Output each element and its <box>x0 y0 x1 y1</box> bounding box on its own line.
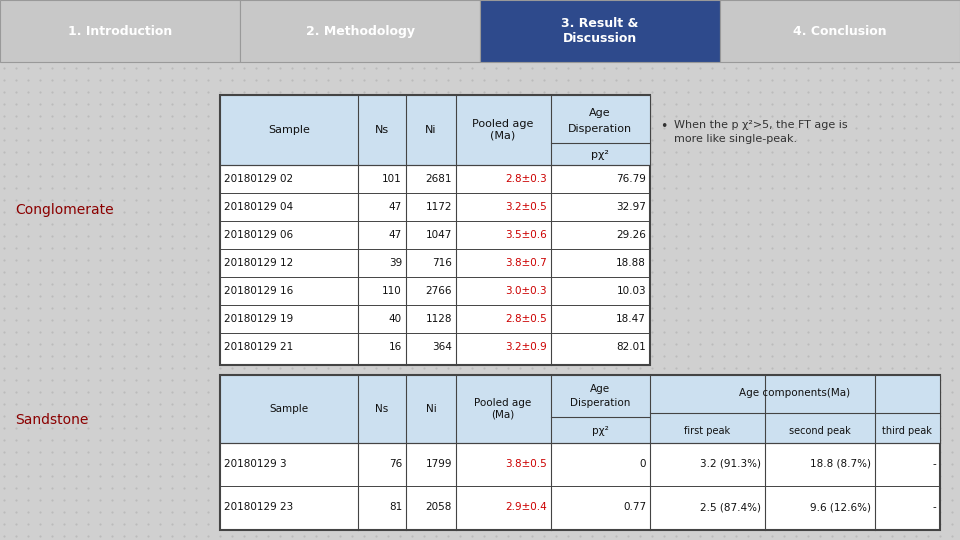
Text: 3.5±0.6: 3.5±0.6 <box>505 230 547 240</box>
Text: 3.2±0.5: 3.2±0.5 <box>505 202 547 212</box>
Text: 20180129 12: 20180129 12 <box>224 258 293 268</box>
Text: 1172: 1172 <box>425 202 452 212</box>
Text: second peak: second peak <box>789 426 851 436</box>
Text: Pooled age
(Ma): Pooled age (Ma) <box>474 398 532 420</box>
Text: Sandstone: Sandstone <box>15 413 88 427</box>
Text: 82.01: 82.01 <box>616 342 646 352</box>
Text: Ns: Ns <box>375 404 389 414</box>
Text: Ni: Ni <box>425 404 437 414</box>
Text: 3.0±0.3: 3.0±0.3 <box>505 286 547 296</box>
Text: 364: 364 <box>432 342 452 352</box>
Text: 2.5 (87.4%): 2.5 (87.4%) <box>700 502 761 512</box>
Text: 3.8±0.7: 3.8±0.7 <box>505 258 547 268</box>
Text: 20180129 16: 20180129 16 <box>224 286 293 296</box>
Text: 20180129 02: 20180129 02 <box>224 174 293 184</box>
Text: 16: 16 <box>389 342 402 352</box>
Text: 2.9±0.4: 2.9±0.4 <box>505 502 547 512</box>
Text: 2. Methodology: 2. Methodology <box>305 24 415 37</box>
Text: 32.97: 32.97 <box>616 202 646 212</box>
Text: 40: 40 <box>389 314 402 324</box>
Text: 18.88: 18.88 <box>616 258 646 268</box>
Text: -: - <box>932 502 936 512</box>
Text: Conglomerate: Conglomerate <box>15 203 113 217</box>
Text: 2.8±0.5: 2.8±0.5 <box>505 314 547 324</box>
Text: 2681: 2681 <box>425 174 452 184</box>
Text: 2.8±0.3: 2.8±0.3 <box>505 174 547 184</box>
Text: Age: Age <box>589 108 611 118</box>
Text: 3. Result &
Discussion: 3. Result & Discussion <box>562 17 638 45</box>
Text: 47: 47 <box>389 230 402 240</box>
Text: more like single-peak.: more like single-peak. <box>674 134 797 144</box>
Text: 4. Conclusion: 4. Conclusion <box>793 24 887 37</box>
Text: first peak: first peak <box>684 426 730 436</box>
Text: 110: 110 <box>382 286 402 296</box>
Text: 18.8 (8.7%): 18.8 (8.7%) <box>810 459 871 469</box>
Text: Sample: Sample <box>270 404 308 414</box>
Text: 0.77: 0.77 <box>623 502 646 512</box>
Text: 101: 101 <box>382 174 402 184</box>
Text: 76: 76 <box>389 459 402 469</box>
Text: 20180129 19: 20180129 19 <box>224 314 293 324</box>
Text: 1128: 1128 <box>425 314 452 324</box>
Text: 2058: 2058 <box>425 502 452 512</box>
Text: 76.79: 76.79 <box>616 174 646 184</box>
Text: 9.6 (12.6%): 9.6 (12.6%) <box>810 502 871 512</box>
Text: 1. Introduction: 1. Introduction <box>68 24 172 37</box>
Text: 18.47: 18.47 <box>616 314 646 324</box>
Text: 1799: 1799 <box>425 459 452 469</box>
Text: Disperation: Disperation <box>568 124 632 134</box>
Text: third peak: third peak <box>882 426 932 436</box>
Text: •: • <box>660 120 667 133</box>
Text: 20180129 23: 20180129 23 <box>224 502 293 512</box>
Text: 39: 39 <box>389 258 402 268</box>
Text: When the p χ²>5, the FT age is: When the p χ²>5, the FT age is <box>674 120 848 130</box>
Text: 81: 81 <box>389 502 402 512</box>
Text: 29.26: 29.26 <box>616 230 646 240</box>
Text: 3.2 (91.3%): 3.2 (91.3%) <box>700 459 761 469</box>
Text: 10.03: 10.03 <box>616 286 646 296</box>
Text: pχ²: pχ² <box>591 426 609 436</box>
Text: 0: 0 <box>639 459 646 469</box>
Text: 3.8±0.5: 3.8±0.5 <box>505 459 547 469</box>
Text: 1047: 1047 <box>425 230 452 240</box>
Text: Sample: Sample <box>268 125 310 135</box>
Text: -: - <box>932 459 936 469</box>
Text: Age components(Ma): Age components(Ma) <box>739 388 851 398</box>
Text: 2766: 2766 <box>425 286 452 296</box>
Text: Ns: Ns <box>375 125 389 135</box>
Text: 20180129 3: 20180129 3 <box>224 459 287 469</box>
Text: 20180129 21: 20180129 21 <box>224 342 293 352</box>
Text: pχ²: pχ² <box>591 150 609 160</box>
Text: 20180129 04: 20180129 04 <box>224 202 293 212</box>
Text: Age: Age <box>590 384 610 394</box>
Text: Pooled age
(Ma): Pooled age (Ma) <box>472 119 534 141</box>
Text: 3.2±0.9: 3.2±0.9 <box>505 342 547 352</box>
Text: 47: 47 <box>389 202 402 212</box>
Text: Disperation: Disperation <box>570 398 630 408</box>
Text: Ni: Ni <box>425 125 437 135</box>
Text: 20180129 06: 20180129 06 <box>224 230 293 240</box>
Text: 716: 716 <box>432 258 452 268</box>
